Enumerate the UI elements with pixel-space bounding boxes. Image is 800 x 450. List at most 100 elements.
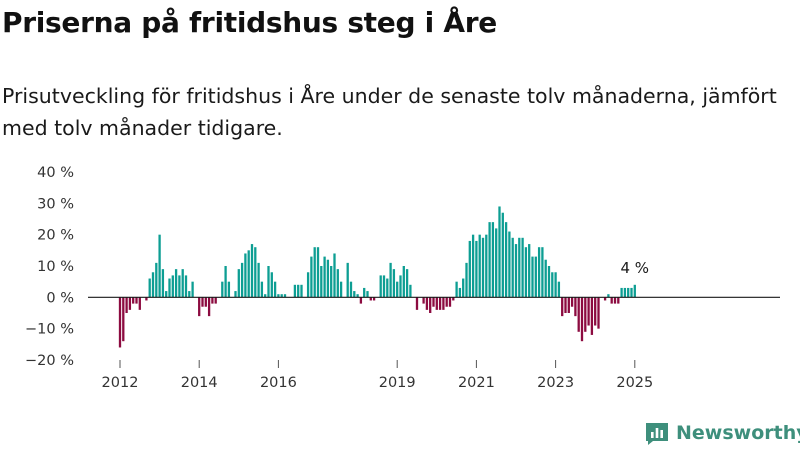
bar-2013-07 bbox=[178, 275, 181, 298]
bar-2017-01 bbox=[316, 247, 320, 298]
bar-2012-11 bbox=[151, 272, 155, 298]
x-tick-label: 2023 bbox=[537, 375, 574, 391]
bar-2015-02 bbox=[240, 262, 244, 298]
bar-2014-05 bbox=[211, 297, 214, 304]
bar-2022-01 bbox=[514, 244, 518, 298]
bar-2017-03 bbox=[323, 256, 326, 298]
bar-2013-08 bbox=[181, 269, 184, 298]
bar-2021-11 bbox=[508, 231, 511, 298]
bar-2012-06 bbox=[135, 297, 138, 304]
bar-2021-04 bbox=[485, 234, 488, 298]
bar-2013-02 bbox=[161, 269, 165, 298]
bar-2020-10 bbox=[465, 262, 468, 298]
bar-2015-04 bbox=[247, 250, 250, 298]
bar-2018-05 bbox=[369, 297, 372, 301]
bar-2023-02 bbox=[557, 281, 561, 298]
bar-2023-11 bbox=[587, 297, 590, 326]
bar-2016-11 bbox=[310, 256, 313, 298]
bar-2023-06 bbox=[570, 297, 574, 307]
bar-2024-11 bbox=[627, 287, 630, 298]
last-value-label: 4 % bbox=[621, 259, 650, 277]
bar-2015-12 bbox=[273, 281, 277, 298]
bar-2022-03 bbox=[521, 237, 524, 298]
bar-2014-12 bbox=[234, 291, 237, 298]
bar-2013-06 bbox=[174, 269, 178, 298]
y-tick-label: −20 % bbox=[25, 353, 74, 369]
bar-2021-01 bbox=[475, 240, 478, 298]
bar-2024-02 bbox=[597, 297, 600, 329]
bar-2019-09 bbox=[422, 297, 425, 304]
bar-2016-02 bbox=[280, 294, 283, 298]
annotations: 4 % bbox=[621, 259, 650, 277]
bar-2015-01 bbox=[237, 269, 240, 298]
bar-2012-12 bbox=[155, 262, 158, 298]
bar-2024-09 bbox=[620, 287, 623, 298]
y-tick-label: 0 % bbox=[46, 290, 74, 306]
bar-2018-03 bbox=[363, 287, 366, 298]
bar-2023-09 bbox=[580, 297, 584, 342]
bar-2018-02 bbox=[359, 297, 363, 304]
newsworthy-brand[interactable]: Newsworthy bbox=[644, 418, 800, 448]
bar-2024-06 bbox=[610, 297, 613, 304]
y-axis: 40 % 30 % 20 % 10 % 0 % −10 % −20 % bbox=[25, 165, 74, 369]
bar-2024-12 bbox=[630, 287, 633, 298]
bar-2014-06 bbox=[214, 297, 217, 304]
bar-2013-04 bbox=[168, 278, 171, 298]
bar-2012-05 bbox=[132, 297, 135, 304]
bar-2022-04 bbox=[524, 247, 528, 298]
bar-2021-03 bbox=[481, 237, 485, 298]
bar-2019-01 bbox=[396, 281, 399, 298]
bar-2015-05 bbox=[250, 244, 254, 298]
bar-2023-08 bbox=[577, 297, 580, 332]
bar-2020-07 bbox=[455, 281, 458, 298]
bar-2018-10 bbox=[386, 278, 389, 298]
bar-2012-03 bbox=[125, 297, 128, 313]
bar-2013-01 bbox=[158, 234, 161, 298]
y-tick-label: 40 % bbox=[37, 165, 74, 181]
bar-2015-07 bbox=[257, 262, 260, 298]
bar-2023-01 bbox=[554, 272, 557, 298]
bar-2016-12 bbox=[313, 247, 316, 298]
bar-2017-02 bbox=[320, 266, 323, 298]
bar-2024-10 bbox=[623, 287, 627, 298]
bar-2020-08 bbox=[458, 287, 462, 298]
newsworthy-logo-icon bbox=[646, 423, 668, 445]
bar-2012-02 bbox=[122, 297, 125, 342]
bar-2016-06 bbox=[293, 284, 297, 298]
bar-2020-06 bbox=[452, 297, 455, 301]
bar-2012-01 bbox=[118, 297, 122, 348]
x-tick-label: 2025 bbox=[616, 375, 653, 391]
x-tick-label: 2012 bbox=[102, 375, 139, 391]
brand-name: Newsworthy bbox=[676, 422, 800, 444]
bar-2017-08 bbox=[339, 281, 343, 298]
bar-2023-07 bbox=[574, 297, 577, 317]
bar-2022-08 bbox=[537, 247, 541, 298]
bar-2016-07 bbox=[297, 284, 300, 298]
y-tick-label: 30 % bbox=[37, 196, 74, 212]
bar-2017-04 bbox=[326, 259, 330, 298]
bar-2013-10 bbox=[188, 291, 191, 298]
bar-2014-01 bbox=[198, 297, 201, 317]
bar-2014-09 bbox=[224, 266, 227, 298]
bar-2021-09 bbox=[501, 212, 504, 298]
bar-2017-07 bbox=[336, 269, 339, 298]
bar-2017-06 bbox=[333, 253, 336, 298]
bar-2020-01 bbox=[435, 297, 438, 310]
bar-2013-03 bbox=[165, 291, 168, 298]
bar-2024-01 bbox=[594, 297, 597, 326]
bar-2019-11 bbox=[429, 297, 432, 313]
bar-2013-09 bbox=[184, 275, 188, 298]
bar-2019-12 bbox=[432, 297, 435, 307]
bar-2020-02 bbox=[438, 297, 442, 310]
bar-2020-11 bbox=[468, 240, 471, 298]
bar-2021-02 bbox=[478, 234, 481, 298]
bar-2021-08 bbox=[498, 206, 501, 298]
bar-2023-10 bbox=[584, 297, 587, 332]
bar-2019-02 bbox=[399, 275, 402, 298]
bar-2013-11 bbox=[191, 281, 194, 298]
y-tick-label: −10 % bbox=[25, 322, 74, 338]
bar-2018-11 bbox=[389, 262, 392, 298]
chart-title: Priserna på fritidshus steg i Åre bbox=[2, 6, 497, 39]
bar-2020-03 bbox=[442, 297, 445, 310]
